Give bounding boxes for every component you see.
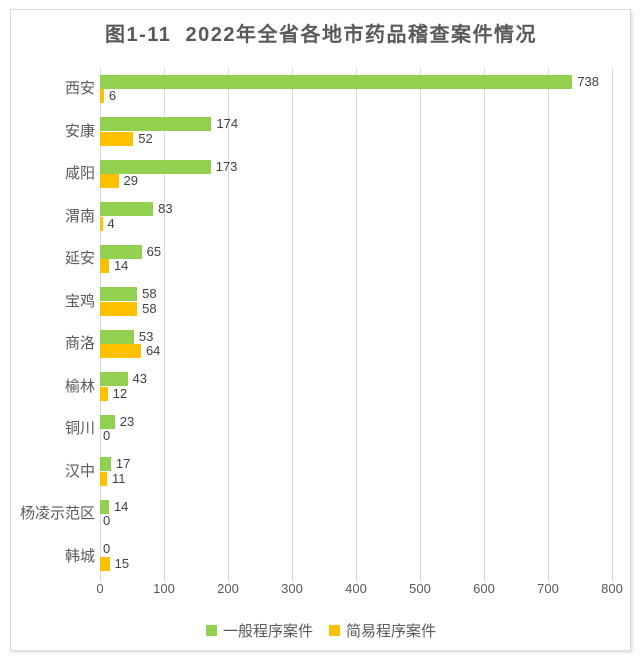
bar-series1-row5 bbox=[100, 301, 138, 316]
bar-series0-row4 bbox=[100, 244, 142, 259]
category-label: 韩城 bbox=[64, 547, 95, 565]
bar-series1-row7 bbox=[100, 386, 108, 401]
bar-series0-row0 bbox=[100, 74, 573, 89]
category-label: 商洛 bbox=[64, 335, 95, 353]
legend-swatch-general-cases bbox=[205, 624, 217, 636]
value-label: 14 bbox=[113, 498, 129, 514]
value-label: 14 bbox=[113, 258, 129, 273]
gridline bbox=[484, 68, 485, 582]
x-tick-label: 0 bbox=[96, 581, 104, 596]
legend-label-general-cases: 一般程序案件 bbox=[222, 622, 313, 640]
x-tick-label: 400 bbox=[345, 581, 367, 596]
category-label: 杨凌示范区 bbox=[19, 505, 95, 523]
bar-series0-row7 bbox=[100, 372, 128, 386]
category-label: 铜川 bbox=[64, 420, 95, 438]
bar-series0-row8 bbox=[100, 414, 115, 429]
value-label: 17 bbox=[115, 456, 131, 471]
value-label: 65 bbox=[146, 243, 162, 259]
legend: 一般程序案件 简易程序案件 bbox=[0, 620, 642, 640]
x-axis: 0 100 200 300 400 500 600 700 800 bbox=[96, 579, 622, 599]
bar-series0-row3 bbox=[100, 202, 154, 216]
value-label: 15 bbox=[114, 555, 130, 571]
gridline bbox=[420, 68, 421, 582]
value-label: 6 bbox=[108, 88, 117, 103]
x-tick-label: 300 bbox=[281, 581, 303, 596]
plot-area: 西安 738 6 安康 174 52 咸阳 173 29 渭南 83 4 延安 65 14 宝鸡 58 58 商洛 5… bbox=[20, 68, 613, 582]
x-tick-label: 700 bbox=[537, 581, 559, 596]
gridline bbox=[548, 68, 549, 582]
value-label: 4 bbox=[107, 215, 115, 231]
x-tick-label: 500 bbox=[409, 581, 431, 596]
bar-series1-row9 bbox=[100, 471, 108, 486]
gridline bbox=[100, 68, 101, 582]
bar-series1-row2 bbox=[100, 174, 119, 188]
value-label: 83 bbox=[158, 201, 173, 216]
category-label: 西安 bbox=[64, 80, 95, 98]
bar-series1-row6 bbox=[100, 344, 141, 358]
value-label: 11 bbox=[112, 470, 126, 486]
gridline bbox=[612, 68, 613, 582]
value-label: 64 bbox=[145, 343, 161, 358]
value-label: 58 bbox=[142, 286, 157, 301]
chart-title: 图1-11 2022年全省各地市药品稽查案件情况 bbox=[104, 24, 538, 46]
category-label: 延安 bbox=[64, 250, 95, 268]
x-tick-label: 200 bbox=[217, 581, 239, 596]
x-tick-label: 800 bbox=[601, 581, 623, 596]
category-label: 咸阳 bbox=[64, 165, 95, 183]
gridline bbox=[292, 68, 293, 582]
value-label: 0 bbox=[103, 428, 111, 443]
value-label: 0 bbox=[103, 513, 111, 528]
category-label: 宝鸡 bbox=[64, 292, 95, 310]
bar-series0-row5 bbox=[100, 287, 138, 301]
value-label: 29 bbox=[123, 173, 139, 188]
bar-series0-row6 bbox=[100, 329, 134, 344]
bar-series1-row3 bbox=[100, 216, 103, 231]
gridline bbox=[356, 68, 357, 582]
value-label: 12 bbox=[112, 385, 128, 401]
bar-series1-row0 bbox=[100, 89, 104, 103]
value-label: 53 bbox=[138, 328, 154, 344]
bar-series0-row10 bbox=[100, 499, 109, 514]
value-label: 174 bbox=[216, 116, 239, 131]
category-label: 渭南 bbox=[64, 207, 95, 225]
bar-series0-row1 bbox=[100, 117, 212, 131]
bar-series0-row9 bbox=[100, 457, 111, 471]
bar-series1-row4 bbox=[100, 259, 109, 273]
category-label: 榆林 bbox=[64, 377, 95, 395]
value-label: 23 bbox=[119, 413, 135, 429]
value-label: 43 bbox=[132, 371, 147, 386]
category-label: 安康 bbox=[64, 122, 95, 140]
value-label: 173 bbox=[215, 158, 238, 174]
gridline bbox=[228, 68, 229, 582]
value-label: 52 bbox=[138, 130, 153, 146]
legend-swatch-simple-cases bbox=[329, 624, 340, 636]
bar-series0-row2 bbox=[100, 159, 211, 174]
category-label: 汉中 bbox=[64, 462, 95, 480]
legend-label-simple-cases: 简易程序案件 bbox=[346, 622, 437, 640]
value-label: 0 bbox=[103, 541, 111, 556]
gridline bbox=[164, 68, 165, 582]
bar-series1-row11 bbox=[100, 556, 110, 571]
value-label: 738 bbox=[577, 73, 600, 89]
x-tick-label: 600 bbox=[473, 581, 495, 596]
x-tick-label: 100 bbox=[153, 581, 175, 596]
bar-series1-row1 bbox=[100, 131, 134, 146]
value-label: 58 bbox=[142, 300, 157, 316]
